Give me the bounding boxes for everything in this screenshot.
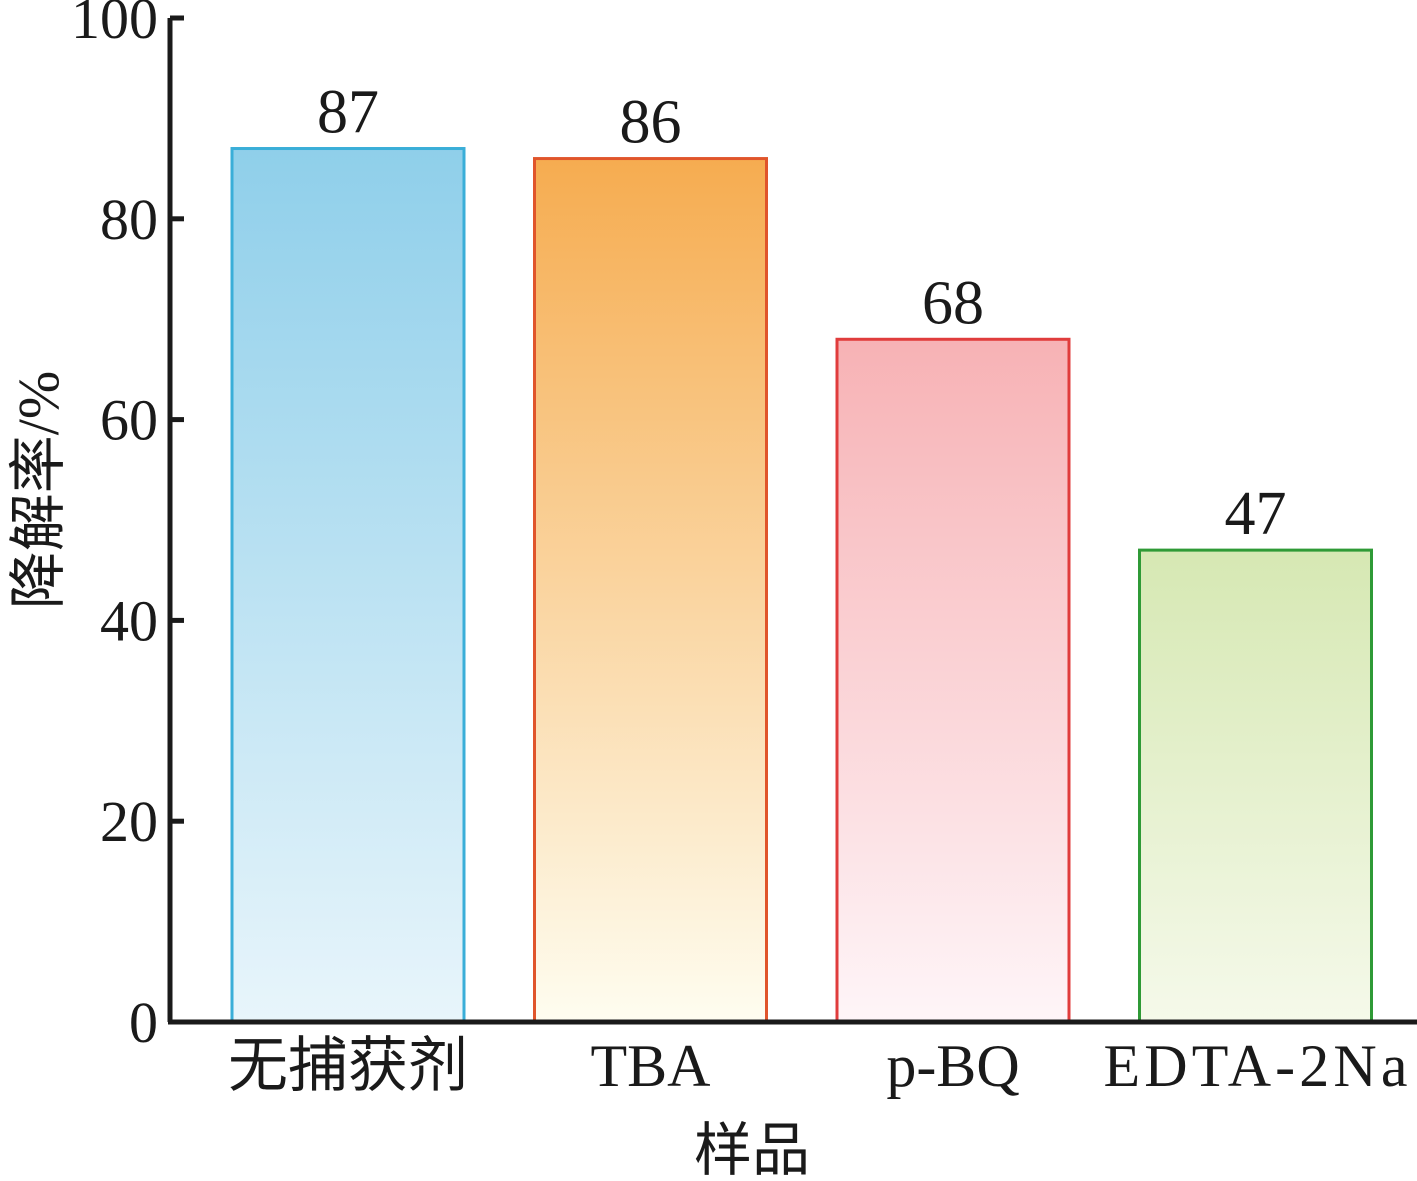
data-labels-layer: 87 86 68 47 bbox=[317, 79, 1287, 549]
bar-1 bbox=[230, 147, 466, 1024]
data-label-1: 87 bbox=[317, 79, 379, 147]
bar-2 bbox=[533, 157, 768, 1024]
x-tick-label-3: p-BQ bbox=[886, 1033, 1019, 1099]
y-tick-label-0: 0 bbox=[129, 990, 158, 1055]
y-tick-label-60: 60 bbox=[100, 388, 158, 453]
y-tick-label-20: 20 bbox=[100, 789, 158, 854]
x-tick-label-4: EDTA-2Na bbox=[1104, 1033, 1408, 1099]
data-label-3: 68 bbox=[922, 269, 984, 337]
axes-layer bbox=[167, 18, 1417, 1025]
x-tick-label-1: 无捕获剂 bbox=[228, 1033, 468, 1099]
y-tick-label-100: 100 bbox=[71, 0, 158, 51]
bar-4 bbox=[1138, 548, 1373, 1024]
data-label-4: 47 bbox=[1225, 480, 1287, 548]
y-tick-label-40: 40 bbox=[100, 588, 158, 653]
x-tick-labels-layer: 无捕获剂 TBA p-BQ EDTA-2Na bbox=[228, 1033, 1408, 1099]
x-axis-title: 样品 bbox=[694, 1118, 810, 1181]
y-tick-label-80: 80 bbox=[100, 187, 158, 252]
bar-3 bbox=[835, 337, 1071, 1024]
data-label-2: 86 bbox=[620, 89, 682, 157]
x-tick-label-2: TBA bbox=[591, 1033, 711, 1099]
bars-layer bbox=[230, 147, 1373, 1024]
y-axis-title: 降解率/% bbox=[6, 371, 71, 609]
y-ticks-layer: 0 20 40 60 80 100 bbox=[71, 0, 184, 1055]
